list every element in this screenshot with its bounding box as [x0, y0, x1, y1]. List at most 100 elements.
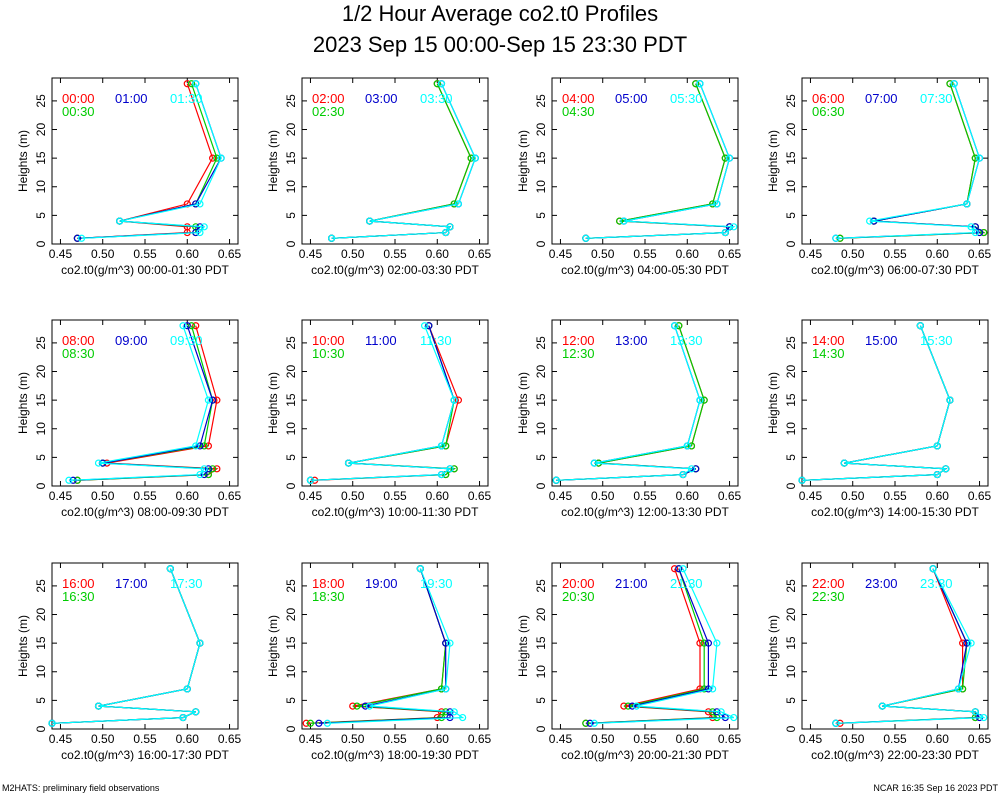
- data-point: [446, 465, 454, 473]
- data-point: [670, 565, 679, 573]
- data-point: [700, 639, 708, 647]
- data-point: [704, 639, 713, 647]
- y-axis-label: Heights (m): [516, 372, 530, 434]
- data-point: [302, 719, 310, 727]
- data-point: [730, 713, 738, 722]
- data-point: [721, 228, 729, 237]
- series-line: [81, 83, 222, 239]
- x-tick-label: 0.60: [926, 247, 950, 261]
- panel-12: 0.45 0.50 0.55 0.60 0.65 0 5 10 15 20 25 co2.t0(g/m…: [766, 562, 992, 762]
- x-tick-label: 0.45: [49, 489, 73, 503]
- data-point: [709, 685, 717, 693]
- data-point: [954, 685, 963, 693]
- x-tick-label: 0.45: [49, 732, 73, 746]
- legend-entry: 14:00: [812, 333, 845, 348]
- data-point: [959, 639, 967, 647]
- legend-entry: 00:30: [62, 104, 95, 119]
- legend-entry: 14:30: [812, 346, 845, 361]
- data-point: [204, 442, 213, 450]
- data-point: [442, 685, 450, 693]
- y-tick-label: 25: [784, 94, 798, 108]
- series-line: [331, 83, 476, 239]
- series-line: [68, 325, 210, 481]
- panel-2: 0.45 0.50 0.55 0.60 0.65 0 5 10 15 20 25 co2.t0(g/m…: [266, 77, 492, 277]
- series-line: [594, 568, 735, 724]
- legend-entry: 18:30: [312, 589, 345, 604]
- x-tick-label: 0.60: [676, 247, 700, 261]
- x-axis-label: co2.t0(g/m^3) 10:00-11:30 PDT: [312, 505, 479, 519]
- series-line: [310, 325, 455, 481]
- data-point: [616, 217, 624, 225]
- y-tick-label: 25: [34, 579, 48, 593]
- y-tick-label: 25: [784, 579, 798, 593]
- legend-entry: 04:30: [562, 104, 595, 119]
- x-tick-label: 0.60: [426, 489, 450, 503]
- panel-1: 0.45 0.50 0.55 0.60 0.65 0 5 10 15 20 25 co2.t0(g/m…: [16, 77, 242, 277]
- x-tick-label: 0.65: [968, 247, 992, 261]
- x-tick-label: 0.50: [91, 247, 115, 261]
- data-point: [450, 465, 458, 473]
- y-tick-label: 20: [534, 365, 548, 379]
- legend-entry: 21:30: [670, 576, 703, 591]
- y-tick-label: 10: [534, 665, 548, 679]
- x-tick-label: 0.55: [883, 489, 907, 503]
- data-point: [200, 442, 208, 450]
- y-tick-label: 5: [784, 697, 798, 704]
- y-tick-label: 20: [534, 123, 548, 137]
- data-point: [315, 719, 323, 727]
- data-point: [204, 465, 213, 473]
- x-tick-label: 0.60: [676, 489, 700, 503]
- y-tick-label: 5: [534, 697, 548, 704]
- data-point: [552, 476, 560, 484]
- data-point: [166, 565, 174, 573]
- data-point: [187, 322, 196, 330]
- panel-6: 0.45 0.50 0.55 0.60 0.65 0 5 10 15 20 25 co2.t0(g/m…: [266, 319, 492, 519]
- x-tick-label: 0.60: [426, 732, 450, 746]
- y-tick-label: 25: [34, 336, 48, 350]
- legend-entry: 04:00: [562, 91, 595, 106]
- data-point: [116, 217, 124, 225]
- legend-entry: 05:00: [615, 91, 648, 106]
- x-tick-label: 0.50: [341, 732, 365, 746]
- series-line: [801, 325, 951, 481]
- data-point: [187, 80, 196, 88]
- data-point: [420, 322, 429, 330]
- x-tick-label: 0.65: [468, 489, 492, 503]
- data-point: [200, 223, 208, 231]
- panel-11: 0.45 0.50 0.55 0.60 0.65 0 5 10 15 20 25 co2.t0(g/m…: [516, 562, 742, 762]
- data-point: [77, 234, 86, 242]
- y-tick-label: 20: [34, 608, 48, 622]
- x-tick-label: 0.65: [468, 247, 492, 261]
- y-tick-label: 10: [284, 665, 298, 679]
- legend-entry: 13:30: [670, 333, 703, 348]
- x-axis-label: co2.t0(g/m^3) 18:00-19:30 PDT: [311, 748, 479, 762]
- data-point: [306, 719, 315, 727]
- x-tick-label: 0.60: [176, 489, 200, 503]
- data-point: [213, 465, 221, 473]
- panel-9: 0.45 0.50 0.55 0.60 0.65 0 5 10 15 20 25 co2.t0(g/m…: [16, 562, 242, 762]
- data-point: [950, 80, 958, 88]
- data-point: [620, 702, 628, 710]
- data-point: [416, 565, 424, 573]
- data-point: [967, 639, 975, 647]
- panel-4: 0.45 0.50 0.55 0.60 0.65 0 5 10 15 20 25 co2.t0(g/m…: [766, 77, 992, 277]
- data-point: [933, 470, 941, 479]
- data-point: [327, 234, 336, 242]
- data-point: [94, 459, 103, 467]
- data-point: [192, 80, 200, 88]
- chart-subtitle: 2023 Sep 15 00:00-Sep 15 23:30 PDT: [312, 32, 688, 57]
- x-tick-label: 0.50: [841, 489, 865, 503]
- data-point: [700, 396, 708, 404]
- data-point: [840, 459, 848, 467]
- y-tick-label: 25: [284, 336, 298, 350]
- y-axis-label: Heights (m): [16, 615, 30, 677]
- legend-entry: 20:00: [562, 576, 595, 591]
- legend-entry: 23:30: [920, 576, 953, 591]
- legend-entry: 02:30: [312, 104, 345, 119]
- y-tick-label: 0: [34, 482, 48, 489]
- data-point: [942, 465, 950, 473]
- y-tick-label: 5: [34, 454, 48, 461]
- y-axis-label: Heights (m): [766, 130, 780, 192]
- x-axis-label: co2.t0(g/m^3) 16:00-17:30 PDT: [61, 748, 229, 762]
- data-point: [454, 396, 463, 404]
